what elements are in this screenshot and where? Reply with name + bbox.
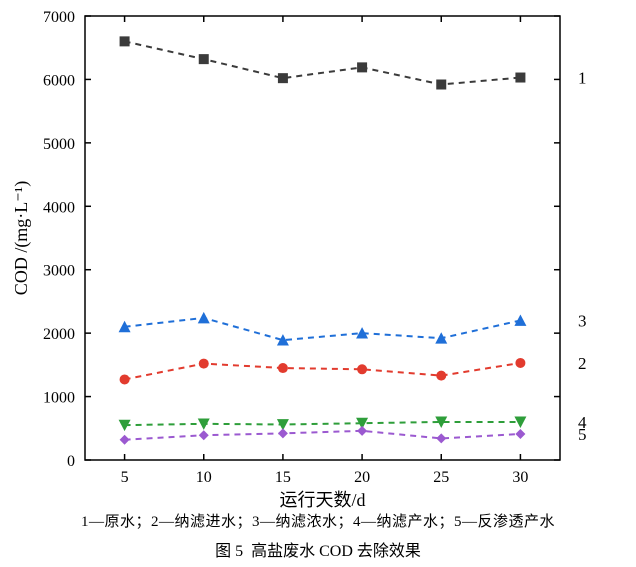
series-end-label-s5: 5 <box>578 425 587 444</box>
y-tick-label: 1000 <box>43 390 75 407</box>
y-tick-label: 7000 <box>43 9 75 26</box>
y-tick-label: 6000 <box>43 72 75 89</box>
figure-container: 5101520253001000200030004000500060007000… <box>0 0 636 567</box>
y-tick-label: 5000 <box>43 136 75 153</box>
figure-title-text: 高盐废水 COD 去除效果 <box>251 543 421 560</box>
y-tick-label: 0 <box>67 453 75 470</box>
y-axis-label: COD /(mg·L⁻¹) <box>11 181 32 295</box>
series-key-text: 1—原水；2—纳滤进水；3—纳滤浓水；4—纳滤产水；5—反渗透产水 <box>0 510 636 531</box>
figure-title: 图 5 高盐废水 COD 去除效果 <box>0 537 636 561</box>
y-tick-label: 4000 <box>43 199 75 216</box>
figure-number: 图 5 <box>215 543 243 560</box>
x-tick-label: 15 <box>275 469 291 486</box>
series-line-s4 <box>125 422 521 425</box>
figure-caption: 1—原水；2—纳滤进水；3—纳滤浓水；4—纳滤产水；5—反渗透产水 图 5 高盐… <box>0 510 636 561</box>
x-tick-label: 10 <box>196 469 212 486</box>
y-tick-label: 3000 <box>43 263 75 280</box>
x-axis-label: 运行天数/d <box>279 490 365 510</box>
series-end-label-s1: 1 <box>578 69 587 88</box>
series-line-s3 <box>125 318 521 340</box>
cod-removal-chart: 5101520253001000200030004000500060007000… <box>0 0 636 567</box>
x-tick-label: 5 <box>121 469 129 486</box>
series-end-label-s3: 3 <box>578 311 587 330</box>
x-tick-label: 20 <box>354 469 370 486</box>
series-end-label-s2: 2 <box>578 354 587 373</box>
y-tick-label: 2000 <box>43 326 75 343</box>
x-tick-label: 30 <box>512 469 528 486</box>
series-line-s1 <box>125 41 521 84</box>
series-line-s5 <box>125 431 521 440</box>
series-line-s2 <box>125 363 521 379</box>
x-tick-label: 25 <box>433 469 449 486</box>
